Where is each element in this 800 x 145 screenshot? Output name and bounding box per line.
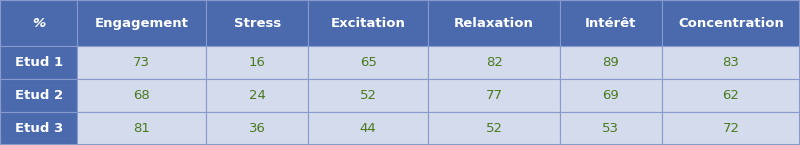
Text: Excitation: Excitation	[330, 17, 406, 30]
Text: %: %	[32, 17, 46, 30]
Bar	[308, 46, 428, 79]
Bar	[662, 46, 800, 79]
Bar	[308, 79, 428, 112]
Bar	[0, 0, 78, 46]
Text: 52: 52	[486, 122, 502, 135]
Text: Concentration: Concentration	[678, 17, 784, 30]
Text: 68: 68	[134, 89, 150, 102]
Text: 65: 65	[360, 56, 377, 69]
Text: 36: 36	[249, 122, 266, 135]
Bar	[662, 0, 800, 46]
Text: 82: 82	[486, 56, 502, 69]
Bar	[78, 79, 206, 112]
Text: Relaxation: Relaxation	[454, 17, 534, 30]
Bar	[662, 79, 800, 112]
Bar	[428, 112, 560, 145]
Text: 73: 73	[134, 56, 150, 69]
Bar	[206, 46, 308, 79]
Bar	[428, 0, 560, 46]
Text: 83: 83	[722, 56, 739, 69]
Text: 44: 44	[360, 122, 377, 135]
Text: 77: 77	[486, 89, 502, 102]
Text: Engagement: Engagement	[95, 17, 189, 30]
Bar	[78, 0, 206, 46]
Bar	[206, 112, 308, 145]
Text: 53: 53	[602, 122, 619, 135]
Bar	[0, 79, 78, 112]
Bar	[560, 79, 662, 112]
Text: Etud 1: Etud 1	[14, 56, 62, 69]
Text: 69: 69	[602, 89, 619, 102]
Bar	[0, 112, 78, 145]
Text: 24: 24	[249, 89, 266, 102]
Text: 52: 52	[360, 89, 377, 102]
Text: 72: 72	[722, 122, 739, 135]
Text: Etud 2: Etud 2	[14, 89, 62, 102]
Bar	[560, 46, 662, 79]
Bar	[0, 46, 78, 79]
Text: 62: 62	[722, 89, 739, 102]
Bar	[560, 112, 662, 145]
Text: 81: 81	[134, 122, 150, 135]
Bar	[206, 0, 308, 46]
Bar	[78, 46, 206, 79]
Text: 16: 16	[249, 56, 266, 69]
Bar	[428, 46, 560, 79]
Bar	[308, 112, 428, 145]
Bar	[78, 112, 206, 145]
Bar	[428, 79, 560, 112]
Text: Etud 3: Etud 3	[14, 122, 62, 135]
Text: Stress: Stress	[234, 17, 281, 30]
Bar	[206, 79, 308, 112]
Text: 89: 89	[602, 56, 619, 69]
Bar	[308, 0, 428, 46]
Bar	[662, 112, 800, 145]
Text: Intérêt: Intérêt	[586, 17, 637, 30]
Bar	[560, 0, 662, 46]
